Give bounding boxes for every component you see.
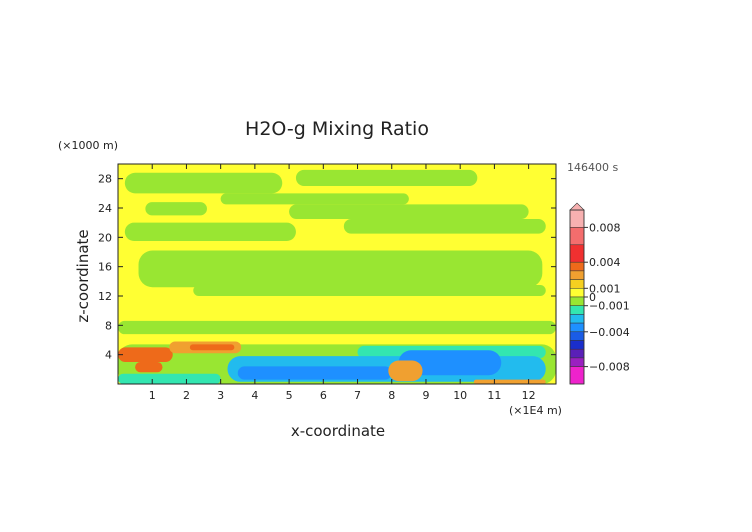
x-tick-label: 2 [183, 389, 190, 402]
y-tick-label: 28 [98, 173, 112, 186]
colorbar-band [569, 261, 585, 272]
colorbar-tick-label: −0.001 [589, 300, 630, 313]
contour-field [118, 164, 556, 384]
colorbar-tick-label: 0 [589, 291, 596, 304]
time-label: 146400 s [567, 161, 618, 174]
colorbar-band [569, 209, 585, 228]
contour-region [398, 350, 502, 376]
x-tick-label: 9 [422, 389, 429, 402]
x-unit-label: (×1E4 m) [509, 404, 562, 417]
contour-region [289, 204, 529, 219]
y-tick-label: 24 [98, 202, 112, 215]
plot-frame [117, 163, 557, 385]
y-tick-label: 12 [98, 290, 112, 303]
x-axis-label: x-coordinate [291, 422, 385, 440]
y-tick-label: 20 [98, 231, 112, 244]
contour-region [124, 172, 283, 194]
colorbar-tick-label: −0.004 [589, 326, 630, 339]
contour-region [388, 360, 423, 382]
y-axis-label: z-coordinate [74, 229, 92, 322]
colorbar-tick-label: 0.001 [589, 282, 621, 295]
contour-region [138, 250, 543, 288]
y-unit-label: (×1000 m) [58, 139, 118, 152]
colorbar-band [569, 288, 585, 298]
contour-region [237, 366, 392, 380]
colorbar-band [569, 357, 585, 367]
colorbar-band [569, 322, 585, 333]
colorbar-band [569, 331, 585, 341]
contour-region [124, 222, 296, 241]
colorbar-band [569, 340, 585, 350]
colorbar-band [569, 305, 585, 315]
x-tick-label: 10 [453, 389, 467, 402]
y-axis: 4 8 12 16 20 24 28 [98, 173, 556, 362]
chart-title: H2O-g Mixing Ratio [245, 118, 429, 140]
x-tick-label: 12 [522, 389, 536, 402]
colorbar-extend-arrow [569, 202, 585, 211]
colorbar-band [569, 348, 585, 359]
x-axis: 1 2 3 4 5 6 7 8 9 10 11 12 [149, 164, 536, 402]
x-tick-label: 11 [487, 389, 501, 402]
contour-region [343, 219, 546, 234]
y-tick-label: 4 [105, 349, 112, 362]
colorbar-tick-label: 0.004 [589, 256, 621, 269]
colorbar-band [569, 366, 585, 385]
contour-region [295, 169, 478, 186]
x-tick-label: 5 [286, 389, 293, 402]
colorbar-tick-label: −0.008 [589, 361, 630, 374]
colorbar-band [569, 314, 585, 324]
contour-region [473, 379, 546, 384]
x-tick-label: 3 [217, 389, 224, 402]
contour-region [220, 193, 409, 205]
x-tick-label: 7 [354, 389, 361, 402]
colorbar-band [569, 227, 585, 246]
contour-region [135, 362, 163, 373]
colorbar-band [569, 270, 585, 280]
contour-region [118, 373, 221, 384]
x-tick-label: 8 [388, 389, 395, 402]
colorbar-band [569, 279, 585, 289]
colorbar-band [569, 296, 585, 306]
x-tick-label: 6 [320, 389, 327, 402]
y-tick-label: 16 [98, 261, 112, 274]
contour-region [118, 347, 173, 362]
colorbar-tick-label: 0.008 [589, 221, 621, 234]
contour-region [193, 285, 546, 296]
contour-region [118, 320, 556, 335]
contour-region [189, 344, 235, 351]
x-tick-label: 1 [149, 389, 156, 402]
contour-region [145, 202, 207, 216]
colorbar-band [569, 244, 585, 263]
y-tick-label: 8 [105, 319, 112, 332]
x-tick-label: 4 [251, 389, 258, 402]
